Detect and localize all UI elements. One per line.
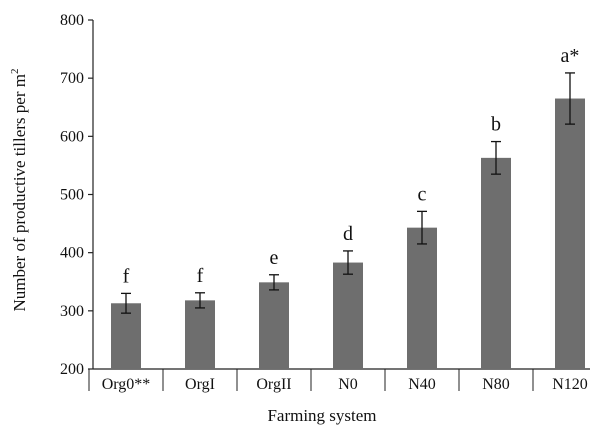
bar-n0 xyxy=(333,262,363,369)
x-category-label: OrgI xyxy=(185,376,215,393)
x-category-label: N0 xyxy=(338,376,358,393)
bar-n120 xyxy=(555,98,585,370)
y-axis-label-superscript: 2 xyxy=(9,69,21,75)
significance-label: f xyxy=(123,265,130,287)
x-category-label: N80 xyxy=(482,376,510,393)
y-axis-label: Number of productive tillers per m2 xyxy=(9,69,29,312)
x-category-label: Org0** xyxy=(102,376,151,393)
x-axis-label: Farming system xyxy=(267,406,376,425)
y-tick-label: 800 xyxy=(60,12,84,29)
x-category-label: N40 xyxy=(408,376,436,393)
bar-orgii xyxy=(259,282,289,369)
bar-n80 xyxy=(481,157,511,369)
significance-label: f xyxy=(197,265,204,287)
y-axis-label-text: Number of productive tillers per m xyxy=(10,74,29,311)
bar-org0 xyxy=(111,303,141,369)
y-tick-label: 600 xyxy=(60,128,84,145)
x-category-label: OrgII xyxy=(256,376,291,393)
bar-orgi xyxy=(185,300,215,369)
y-tick-label: 500 xyxy=(60,187,84,204)
significance-label: a* xyxy=(561,45,580,67)
bar-n40 xyxy=(407,227,437,369)
y-tick-label: 700 xyxy=(60,70,84,87)
significance-label: b xyxy=(491,114,501,136)
significance-label: d xyxy=(343,223,353,245)
significance-label: c xyxy=(418,183,427,205)
y-tick-label: 200 xyxy=(60,361,84,378)
y-tick-label: 400 xyxy=(60,245,84,262)
y-tick-label: 300 xyxy=(60,303,84,320)
significance-label: e xyxy=(270,247,279,269)
plot-area: 200 300 400 500 600 700 800 f Org0** f OrgI e OrgII d… xyxy=(60,12,590,393)
x-category-label: N120 xyxy=(552,376,588,393)
